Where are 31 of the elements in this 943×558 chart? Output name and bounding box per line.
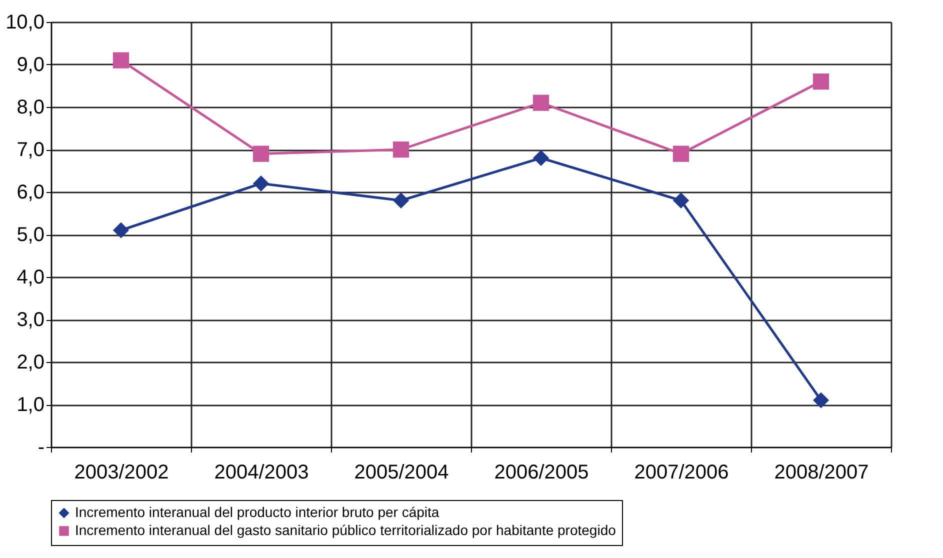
point: [532, 94, 550, 111]
x-tick-label: 2008/2007: [774, 462, 869, 484]
y-tick-label: 1,0: [16, 394, 44, 416]
point: [252, 175, 270, 192]
y-tick-label: 9,0: [16, 54, 44, 76]
point: [812, 73, 830, 90]
x-tick-label: 2006/2005: [494, 462, 589, 484]
point: [112, 222, 130, 238]
y-tick-label: 4,0: [16, 266, 44, 288]
y-tick-label: 7,0: [16, 139, 44, 161]
y-tick-label: 10,0: [6, 12, 44, 34]
y-tick-label: -: [38, 436, 44, 458]
y-tick-label: 6,0: [16, 182, 44, 204]
point: [532, 150, 550, 166]
x-tick-label: 2005/2004: [354, 462, 449, 484]
x-tick-label: 2003/2002: [74, 462, 169, 484]
y-tick-label: 3,0: [16, 309, 44, 331]
point: [672, 146, 690, 162]
x-tick-label: 2004/2003: [214, 462, 309, 484]
y-tick-label: 8,0: [16, 96, 44, 118]
y-tick-label: 5,0: [16, 224, 44, 246]
x-tick-label: 2007/2006: [634, 462, 729, 484]
legend-label: Incremento interanual del gasto sanitario público territorializado por habitante protegido: [75, 522, 616, 538]
point: [812, 392, 830, 408]
point: [392, 141, 410, 158]
legend-label: Incremento interanual del producto interior bruto per cápita: [75, 504, 440, 520]
point: [672, 192, 690, 209]
y-tick-label: 2,0: [16, 352, 44, 374]
point: [112, 52, 130, 68]
point: [392, 192, 410, 209]
point: [252, 146, 270, 162]
